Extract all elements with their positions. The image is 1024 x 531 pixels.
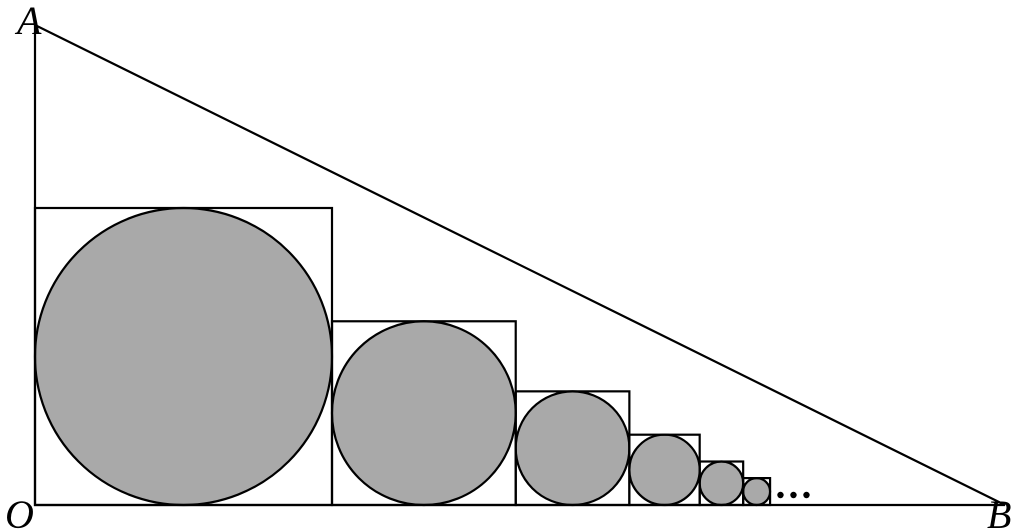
inscribed-circle [700, 462, 743, 505]
inscribed-circle [516, 391, 630, 505]
ellipsis-dot [790, 492, 796, 498]
label-A: A [14, 0, 42, 43]
inscribed-circle [332, 321, 516, 505]
ellipsis-dot [803, 492, 809, 498]
label-B: B [987, 492, 1011, 531]
inscribed-circle [35, 208, 332, 505]
inscribed-circle [629, 435, 699, 505]
label-O: O [5, 492, 34, 531]
ellipsis-dot [777, 492, 783, 498]
geometry-diagram: A O B [0, 0, 1024, 531]
inscribed-circle [743, 478, 770, 505]
